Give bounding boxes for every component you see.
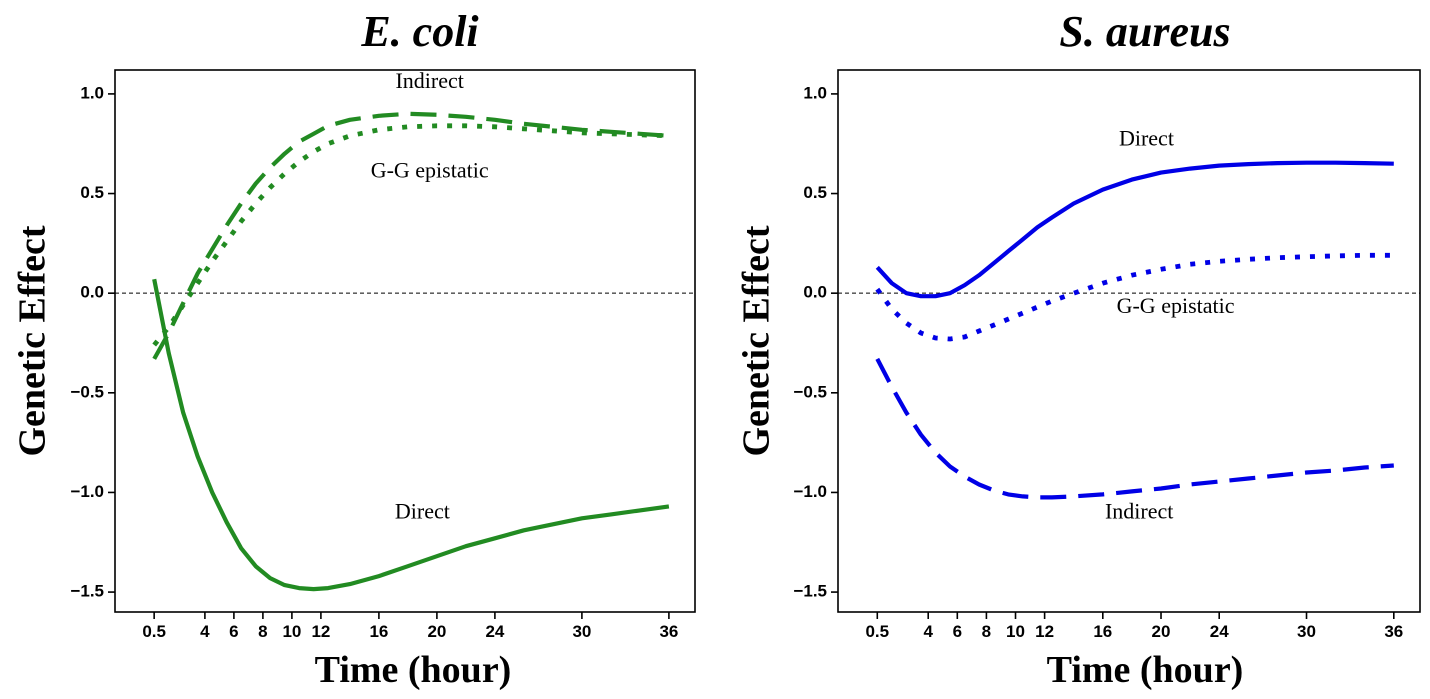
saureus-annotation: Indirect — [1105, 498, 1173, 523]
ecoli-y-tick-label: −1.0 — [70, 482, 104, 501]
ecoli-annotation: G-G epistatic — [371, 158, 489, 183]
saureus-x-tick-label: 30 — [1297, 622, 1316, 641]
saureus-y-tick-label: 0.0 — [803, 283, 827, 302]
saureus-x-tick-label: 4 — [923, 622, 933, 641]
saureus-y-tick-label: 1.0 — [803, 83, 827, 102]
saureus-x-tick-label: 10 — [1006, 622, 1025, 641]
ecoli-y-tick-label: 0.5 — [80, 183, 104, 202]
saureus-annotation: G-G epistatic — [1117, 293, 1235, 318]
ecoli-y-axis-label: Genetic Effect — [12, 225, 54, 456]
ecoli-x-tick-label: 12 — [311, 622, 330, 641]
ecoli-panel: E. coli Genetic Effect Time (hour) 1.0 0.… — [12, 7, 696, 691]
saureus-y-axis-label: Genetic Effect — [736, 225, 778, 456]
ecoli-y-tick-label: −0.5 — [70, 382, 104, 401]
saureus-plot-frame — [837, 69, 1421, 613]
saureus-x-axis-label: Time (hour) — [1047, 649, 1244, 691]
saureus-x-tick-label: 6 — [953, 622, 962, 641]
saureus-series-indirect — [875, 357, 1394, 500]
saureus-x-tick-label: 8 — [982, 622, 991, 641]
ecoli-series-g-g-epistatic — [152, 123, 669, 347]
ecoli-series-direct — [152, 278, 670, 592]
ecoli-x-tick-label: 24 — [485, 622, 504, 641]
saureus-x-tick-label: 36 — [1384, 622, 1403, 641]
saureus-y-tick-label: −1.5 — [793, 582, 827, 601]
ecoli-x-tick-label: 20 — [427, 622, 446, 641]
saureus-x-tick-label: 16 — [1093, 622, 1112, 641]
saureus-y-tick-label: −1.0 — [793, 482, 827, 501]
ecoli-series-indirect — [152, 111, 670, 360]
ecoli-x-tick-label: 10 — [282, 622, 301, 641]
saureus-x-tick-label: 0.5 — [865, 622, 889, 641]
saureus-y-tick-label: −0.5 — [793, 382, 827, 401]
ecoli-x-tick-label: 16 — [369, 622, 388, 641]
ecoli-title: E. coli — [360, 7, 479, 56]
ecoli-y-tick-label: −1.5 — [70, 582, 104, 601]
ecoli-annotation: Direct — [395, 498, 450, 523]
ecoli-x-tick-label: 4 — [200, 622, 210, 641]
ecoli-x-tick-label: 0.5 — [142, 622, 166, 641]
saureus-annotation: Direct — [1119, 126, 1174, 151]
saureus-title: S. aureus — [1059, 7, 1230, 56]
ecoli-annotation: Indirect — [395, 68, 463, 93]
ecoli-x-tick-label: 36 — [659, 622, 678, 641]
ecoli-x-axis-label: Time (hour) — [315, 649, 512, 691]
ecoli-plot-frame — [114, 69, 696, 613]
saureus-x-tick-label: 20 — [1152, 622, 1171, 641]
saureus-x-tick-label: 24 — [1210, 622, 1229, 641]
saureus-y-tick-label: 0.5 — [803, 183, 827, 202]
ecoli-x-tick-label: 8 — [258, 622, 267, 641]
ecoli-x-tick-label: 30 — [572, 622, 591, 641]
saureus-panel: S. aureus Genetic Effect Time (hour) 1.0… — [736, 7, 1421, 691]
ecoli-y-tick-label: 0.0 — [80, 283, 104, 302]
saureus-series-g-g-epistatic — [875, 252, 1394, 342]
saureus-series-direct — [875, 160, 1394, 299]
saureus-x-tick-label: 12 — [1035, 622, 1054, 641]
ecoli-x-tick-label: 6 — [229, 622, 238, 641]
ecoli-y-tick-label: 1.0 — [80, 83, 104, 102]
